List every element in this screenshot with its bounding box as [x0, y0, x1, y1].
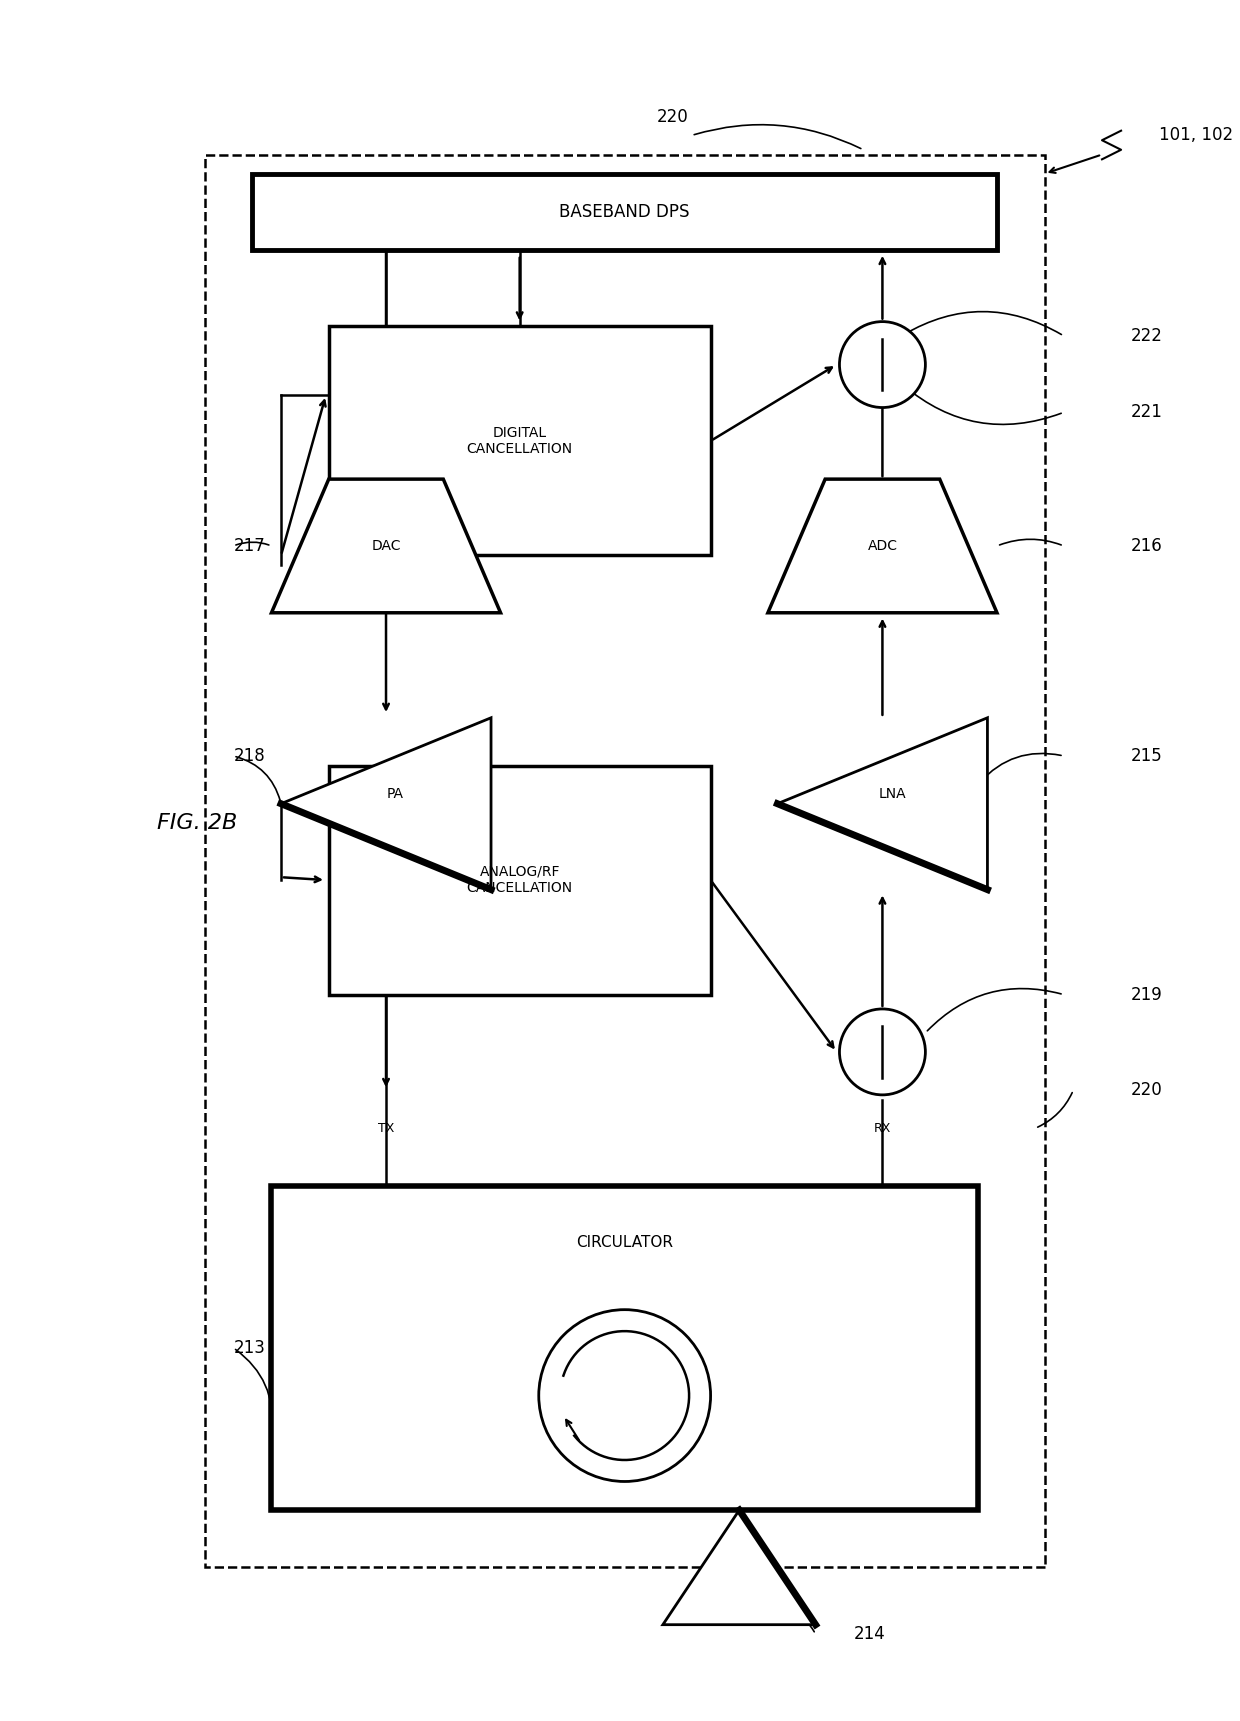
- Text: LNA: LNA: [878, 786, 905, 802]
- Text: FIG. 2B: FIG. 2B: [157, 812, 237, 833]
- Text: 220: 220: [1131, 1081, 1162, 1100]
- Circle shape: [839, 322, 925, 408]
- Polygon shape: [272, 478, 501, 613]
- Polygon shape: [768, 478, 997, 613]
- Bar: [329, 766, 711, 995]
- Text: PA: PA: [387, 786, 404, 802]
- Text: 215: 215: [1131, 747, 1162, 764]
- Text: 101, 102: 101, 102: [1159, 126, 1234, 145]
- Polygon shape: [281, 718, 491, 890]
- Text: 213: 213: [233, 1339, 265, 1356]
- Text: TX: TX: [378, 1122, 394, 1134]
- Text: CIRCULATOR: CIRCULATOR: [577, 1236, 673, 1251]
- Text: 217: 217: [233, 537, 265, 554]
- Circle shape: [839, 1009, 925, 1095]
- Text: ADC: ADC: [868, 539, 898, 552]
- Bar: [253, 174, 997, 250]
- Text: 218: 218: [233, 747, 265, 764]
- Bar: [272, 1186, 978, 1509]
- Text: ANALOG/RF
CANCELLATION: ANALOG/RF CANCELLATION: [466, 866, 573, 895]
- Text: DIGITAL
CANCELLATION: DIGITAL CANCELLATION: [466, 425, 573, 456]
- Text: 222: 222: [1131, 327, 1163, 344]
- Polygon shape: [777, 718, 987, 890]
- Text: 214: 214: [854, 1625, 885, 1644]
- Polygon shape: [663, 1509, 816, 1625]
- Text: 221: 221: [1131, 403, 1163, 422]
- Text: RX: RX: [874, 1122, 892, 1134]
- Text: 216: 216: [1131, 537, 1162, 554]
- Bar: [205, 155, 1045, 1568]
- Text: BASEBAND DPS: BASEBAND DPS: [559, 203, 689, 220]
- Text: DAC: DAC: [371, 539, 401, 552]
- Text: 220: 220: [656, 108, 688, 126]
- Text: 219: 219: [1131, 986, 1162, 1003]
- Bar: [329, 327, 711, 556]
